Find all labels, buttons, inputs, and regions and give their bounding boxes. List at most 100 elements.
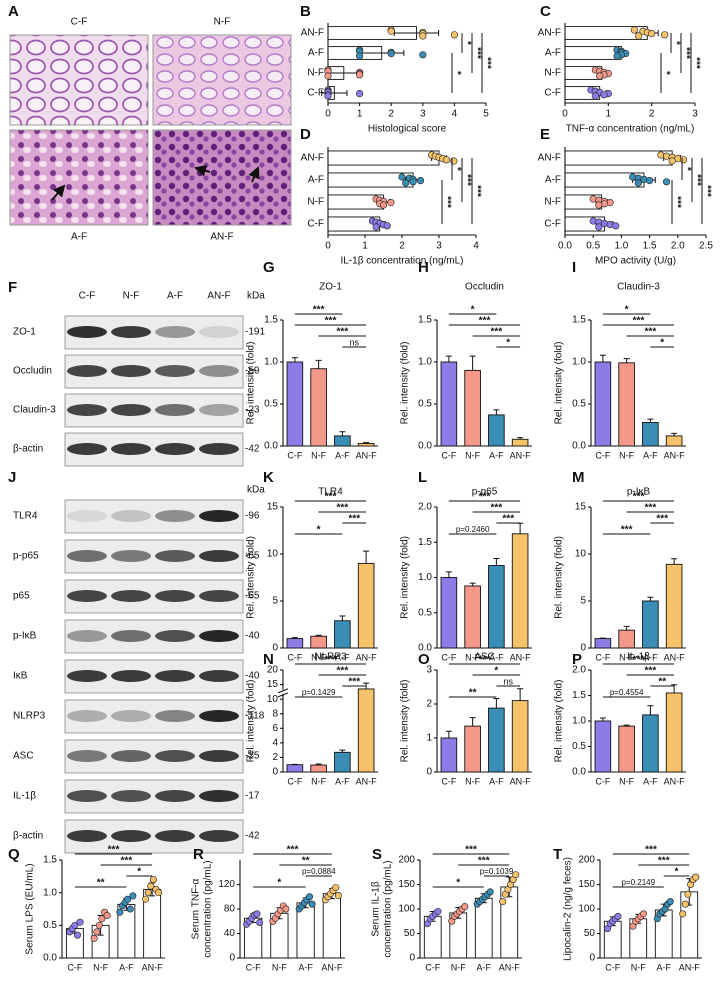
y-tick-label: 15 — [267, 502, 279, 513]
y-axis-label: Serum LPS (EU/mL) — [25, 863, 36, 954]
error-bar — [517, 688, 524, 701]
significance-label: *** — [645, 503, 657, 514]
category-label: A-F — [308, 175, 324, 186]
category-label: AN-F — [538, 28, 561, 39]
y-tick-label: 100 — [578, 904, 595, 915]
y-tick-label: 2 — [426, 699, 432, 710]
chart-title: Claudin-3 — [617, 282, 660, 293]
blot-band — [67, 750, 107, 762]
category-label: AN-F — [510, 652, 531, 662]
significance-label: *** — [621, 525, 633, 536]
blot-band — [155, 670, 195, 682]
protein-label: Occludin — [13, 366, 52, 377]
protein-label: p65 — [13, 591, 30, 602]
significance-label: p=0.1429 — [302, 688, 336, 697]
significance-label: *** — [633, 492, 645, 503]
error-bar — [469, 582, 476, 586]
significance-label: ns — [503, 676, 513, 686]
blot-band — [67, 590, 107, 602]
y-tick-label: 1.5 — [572, 315, 586, 326]
kda-label: -23 — [245, 405, 260, 416]
blot-band — [111, 750, 151, 762]
bar — [665, 563, 683, 649]
significance-label: * — [461, 41, 472, 45]
error-bar — [647, 596, 654, 601]
bar — [440, 361, 458, 447]
kda-label: -25 — [245, 751, 260, 762]
bar — [642, 422, 659, 447]
data-point — [595, 223, 603, 231]
y-tick-label: 0 — [589, 953, 595, 964]
bar — [310, 635, 327, 649]
protein-label: p-IκB — [13, 631, 37, 642]
y-tick-label: 5 — [272, 596, 278, 607]
significance-label: *** — [287, 845, 299, 856]
category-label: A-F — [643, 776, 658, 786]
blot-band — [199, 830, 239, 842]
bar — [286, 638, 304, 649]
y-tick-label: 0.0 — [43, 953, 57, 964]
blot-band — [155, 550, 195, 562]
y-tick-label: 0.0 — [264, 441, 278, 452]
bar — [322, 893, 341, 959]
blot-band — [199, 443, 239, 455]
category-label: N-F — [465, 652, 480, 662]
significance-label: *** — [491, 503, 503, 514]
x-tick-label: 0 — [325, 109, 331, 120]
kda-label: -42 — [245, 831, 260, 842]
category-label: C-F — [287, 450, 302, 460]
category-label: N-F — [451, 962, 466, 972]
kda-label: -40 — [245, 671, 260, 682]
data-point — [253, 910, 261, 918]
chart-panel: Q 0.0 0.5 1.0 1.5 Serum LPS (EU/mL) C-F N-F A-F A… — [8, 845, 165, 972]
y-tick-label: 0.5 — [572, 741, 586, 752]
bar — [334, 751, 351, 773]
category-label: N-F — [93, 962, 108, 972]
y-tick-label: 20 — [267, 665, 279, 676]
data-point — [256, 918, 264, 926]
unit-label: kDa — [247, 485, 265, 496]
chart-title: Occludin — [465, 282, 504, 293]
significance-label: *** — [471, 185, 482, 197]
data-point — [614, 912, 622, 920]
y-tick-label: 6 — [272, 723, 278, 734]
data-point — [666, 898, 674, 906]
significance-label: *** — [658, 856, 670, 867]
chart-panel: R 0 40 80 120 Serum TNF-α concentration (pg/mL… — [191, 845, 345, 972]
error-bar — [493, 409, 500, 415]
arrow — [248, 166, 260, 183]
bar — [310, 368, 327, 447]
significance-label: *** — [656, 514, 668, 525]
significance-label: * — [681, 167, 692, 171]
significance-label: * — [494, 666, 498, 677]
significance-label: *** — [645, 845, 657, 856]
x-tick-label: 2 — [388, 109, 394, 120]
significance-label: *** — [441, 196, 452, 208]
protein-label: TLR4 — [13, 511, 38, 522]
y-axis-label: Rel. intensity (fold) — [400, 342, 411, 425]
axis-break — [279, 689, 378, 694]
image-label: AN-F — [210, 232, 233, 243]
category-label: N-F — [544, 197, 561, 208]
significance-label: * — [625, 305, 629, 316]
data-point — [144, 889, 152, 897]
category-label: A-F — [298, 962, 313, 972]
data-point — [684, 890, 692, 898]
data-point — [635, 32, 643, 40]
significance-label: * — [137, 867, 141, 878]
data-point — [499, 898, 507, 906]
category-label: N-F — [465, 776, 480, 786]
category-label: A-F — [489, 652, 504, 662]
data-point — [613, 52, 621, 60]
chart-title: IL-1β — [627, 652, 650, 663]
bar — [511, 533, 529, 649]
data-point — [419, 32, 427, 40]
error-bar — [469, 355, 476, 371]
y-tick-label: 4 — [272, 737, 278, 748]
blot-band — [155, 510, 195, 522]
significance-label: *** — [337, 503, 349, 514]
data-point — [387, 27, 395, 35]
data-point — [486, 888, 494, 896]
significance-label: * — [660, 71, 671, 75]
